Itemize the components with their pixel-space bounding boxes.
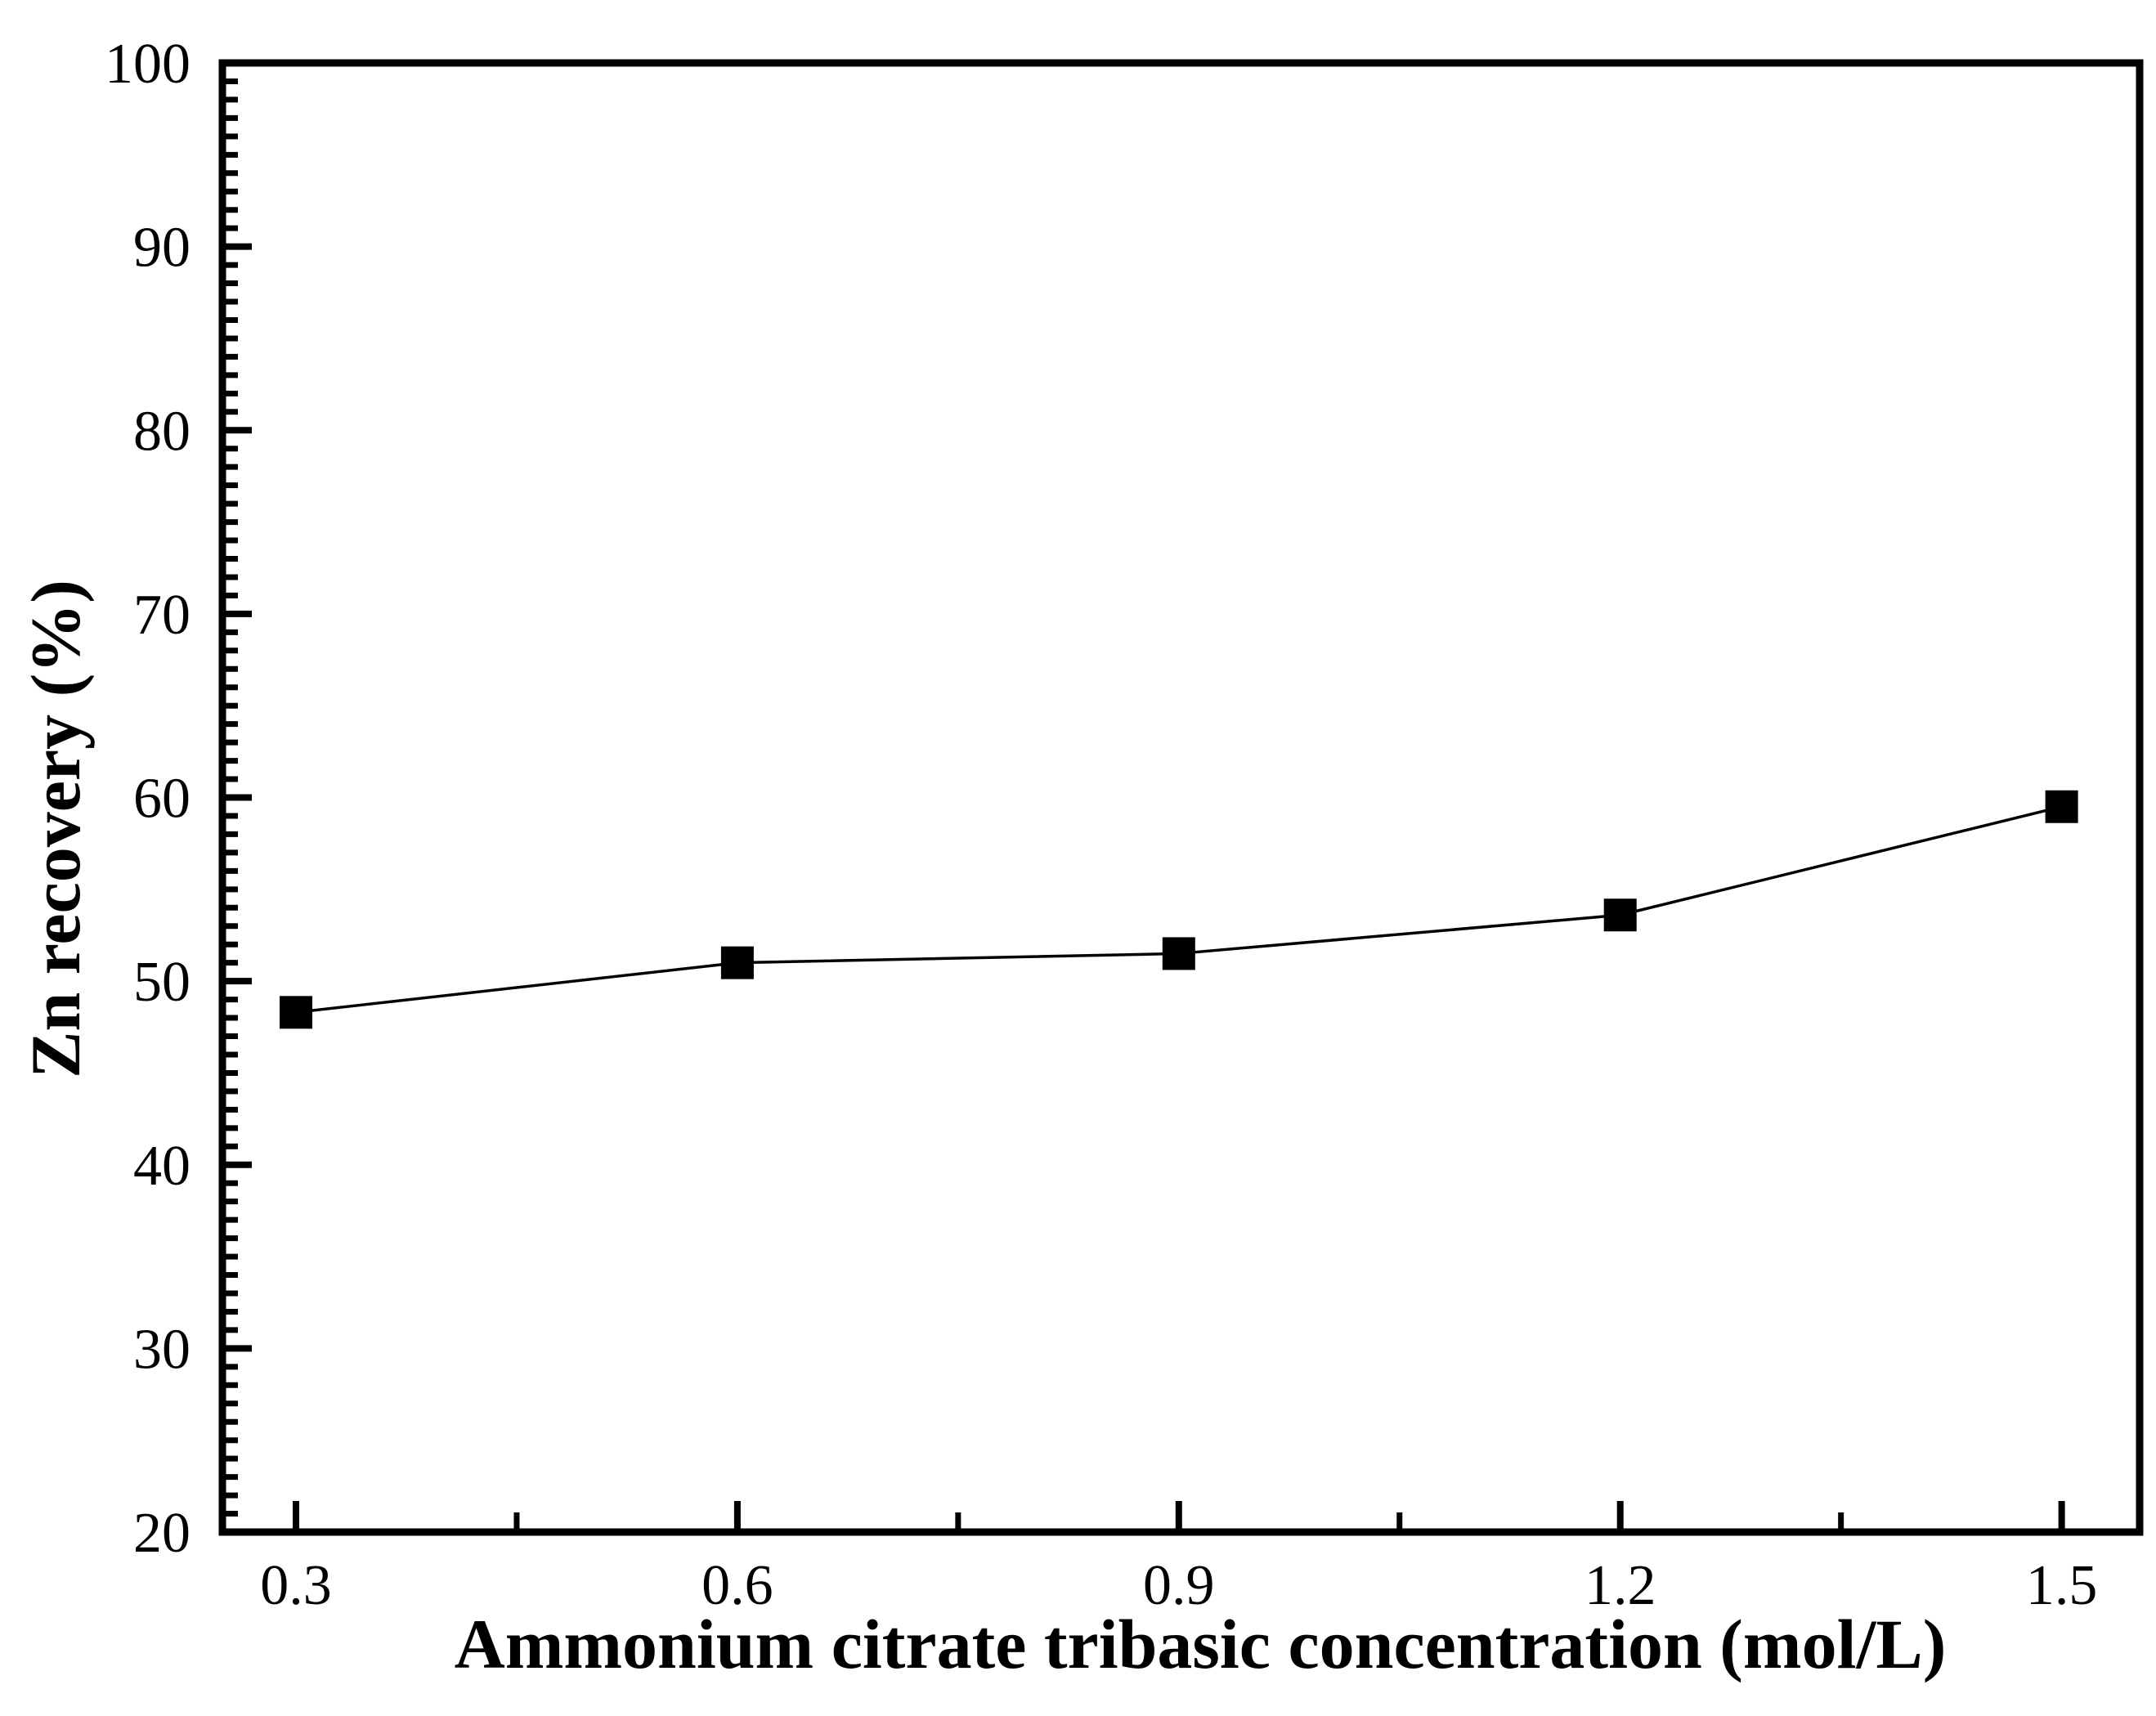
major-ticks [222,60,2065,1535]
data-point-marker [279,996,312,1029]
x-tick-label: 0.3 [260,1554,332,1617]
y-axis-title: Zn recovery (%) [16,580,95,1078]
y-tick-label: 50 [133,951,190,1014]
plot-frame [218,59,2144,1536]
y-tick-label: 60 [133,768,190,831]
y-tick-label: 100 [105,33,190,96]
x-tick-label: 0.6 [701,1554,773,1617]
y-tick-label: 20 [133,1502,190,1565]
y-tick-label: 80 [133,400,190,463]
data-point-marker [1162,937,1195,970]
data-point-marker [2045,790,2078,823]
x-tick-label: 1.2 [1585,1554,1656,1617]
data-line [295,805,2063,1015]
tick-labels: 0.3 0.6 0.9 1.2 1.5 20 30 40 50 60 70 80 90 100 [105,33,2097,1617]
data-point-marker [720,946,754,979]
x-axis-title: Ammonium citrate tribasic concentration … [455,1605,1947,1683]
data-point-marker [1603,898,1637,932]
x-tick-label: 1.5 [2026,1554,2098,1617]
y-tick-label: 40 [133,1135,190,1198]
minor-ticks [222,78,1844,1532]
y-tick-label: 90 [133,217,190,280]
y-tick-label: 30 [133,1318,190,1381]
x-tick-label: 0.9 [1143,1554,1215,1617]
y-tick-label: 70 [133,584,190,647]
data-series [279,790,2078,1029]
